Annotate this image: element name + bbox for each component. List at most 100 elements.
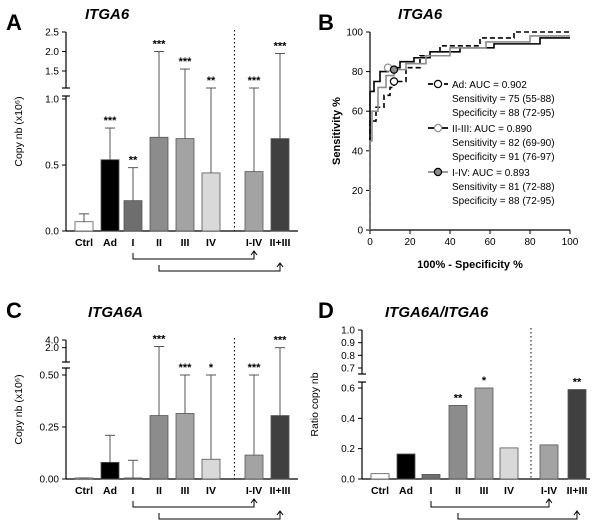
category-label: I [430, 485, 433, 497]
operating-point-marker [389, 65, 399, 74]
significance-label: ** [129, 155, 138, 167]
chart-title: ITGA6A/ITGA6 [385, 304, 489, 321]
y-axis-label: Copy nb (x10⁶) [13, 374, 25, 444]
operating-point-marker [389, 77, 399, 86]
bar-II+III [567, 389, 587, 480]
bar-Ctrl [74, 221, 94, 232]
bar-I [123, 200, 143, 232]
significance-label: * [482, 375, 487, 387]
bar-I-IV [539, 444, 559, 480]
legend-stat: Specificity = 91 (76-97) [452, 152, 555, 163]
bar-Ad [100, 159, 120, 232]
bracket-arrow [276, 262, 284, 268]
significance-label: *** [248, 362, 262, 374]
category-label: I-IV [246, 237, 262, 249]
chart-title: ITGA6 [398, 6, 443, 23]
significance-label: * [209, 362, 214, 374]
legend-entry: Ad: AUC = 0.902 [452, 80, 527, 91]
bar-III [175, 413, 195, 480]
bar-III [175, 138, 195, 232]
bracket-arrow [573, 510, 581, 516]
panel-c-chart: ITGA6A Copy nb (x10⁶) 0.00 0.25 0.50 2.04.0 Ct… [13, 304, 298, 520]
bar-II [149, 415, 169, 480]
legend-marker [433, 79, 443, 89]
y-tick-label: 4.0 [45, 336, 59, 347]
panel-letter-a: A [6, 10, 22, 35]
bracket-arrow [545, 498, 553, 504]
bar-I [421, 474, 441, 480]
bar-I [123, 477, 143, 480]
panel-b-chart: ITGA6 0 20 40 60 80 100 0 20 40 60 80 100 100% - Spec… [331, 6, 579, 271]
y-tick-label: 2.0 [45, 343, 59, 354]
x-axis-label: 100% - Specificity % [417, 259, 523, 271]
category-label: III [181, 485, 190, 497]
category-label: II [156, 485, 162, 497]
category-label: II+III [270, 485, 291, 497]
comparison-bracket [132, 500, 255, 508]
bracket-arrow [250, 250, 258, 256]
panel-letter-b: B [318, 10, 334, 35]
y-tick-label: 1.0 [45, 95, 59, 106]
bar-II+III [270, 415, 290, 480]
bracket-arrow [276, 510, 284, 516]
category-label: Ad [103, 237, 117, 249]
category-label: Ctrl [75, 485, 93, 497]
significance-label: *** [274, 40, 288, 52]
significance-label: *** [248, 75, 262, 87]
category-label: I [132, 485, 135, 497]
comparison-bracket [158, 512, 281, 520]
y-tick-label: 20 [352, 186, 364, 197]
y-tick-label: 0.7 [341, 364, 355, 375]
bar-IV [201, 172, 221, 232]
category-label: I-IV [246, 485, 262, 497]
chart-title: ITGA6A [88, 304, 143, 321]
x-tick-label: 80 [524, 237, 536, 248]
legend-entry: I-IV: AUC = 0.893 [452, 168, 530, 179]
y-tick-label: 0.6 [341, 384, 355, 395]
bar-III [474, 387, 494, 480]
bracket-arrow [250, 498, 258, 504]
y-tick-label: 60 [352, 107, 364, 118]
legend-stat: Sensitivity = 82 (69-90) [452, 138, 555, 149]
comparison-bracket [457, 512, 578, 520]
legend-stat: Sensitivity = 81 (72-88) [452, 182, 555, 193]
category-label: Ctrl [75, 237, 93, 249]
x-tick-label: 100 [562, 237, 579, 248]
y-tick-label: 0.00 [40, 475, 60, 486]
legend-marker [433, 167, 443, 177]
panel-letter-c: C [6, 298, 22, 323]
y-tick-label: 0 [357, 226, 363, 237]
significance-label: *** [153, 334, 167, 346]
bar-II+III [270, 138, 290, 232]
panel-d-chart: ITGA6A/ITGA6 Ratio copy nb 0.0 0.2 0.4 0.6 0.7… [309, 304, 590, 520]
significance-label: *** [153, 39, 167, 51]
panel-a-chart: ITGA6 Copy nb (x10⁶) 0.0 0.5 1.0 1.5 2.0 2.5 Ctr… [13, 6, 298, 272]
category-label: Ad [103, 485, 117, 497]
y-tick-label: 40 [352, 146, 364, 157]
y-tick-label: 0.25 [40, 423, 60, 434]
y-tick-label: 1.0 [341, 326, 355, 337]
bar-Ctrl [370, 473, 390, 480]
bar-I-IV [244, 171, 264, 232]
y-tick-label: 2.5 [45, 28, 59, 39]
category-label: I-IV [541, 485, 557, 497]
x-tick-label: 0 [367, 237, 373, 248]
y-tick-label: 0.8 [341, 351, 355, 362]
y-axis-label: Copy nb (x10⁶) [13, 96, 25, 166]
category-label: IV [504, 485, 514, 497]
y-axis-label: Sensitivity % [331, 97, 343, 165]
category-label: II [455, 485, 461, 497]
y-tick-label: 80 [352, 67, 364, 78]
roc-curve-1 [369, 37, 570, 230]
legend-stat: Sensitivity = 75 (55-88) [452, 94, 555, 105]
y-tick-label: 0.9 [341, 338, 355, 349]
comparison-bracket [430, 500, 550, 508]
category-label: III [181, 237, 190, 249]
bar-II [448, 405, 468, 480]
y-tick-label: 0.5 [45, 161, 59, 172]
comparison-bracket [132, 252, 255, 260]
bar-II [149, 136, 169, 232]
category-label: IV [206, 237, 216, 249]
bar-Ad [396, 453, 416, 480]
